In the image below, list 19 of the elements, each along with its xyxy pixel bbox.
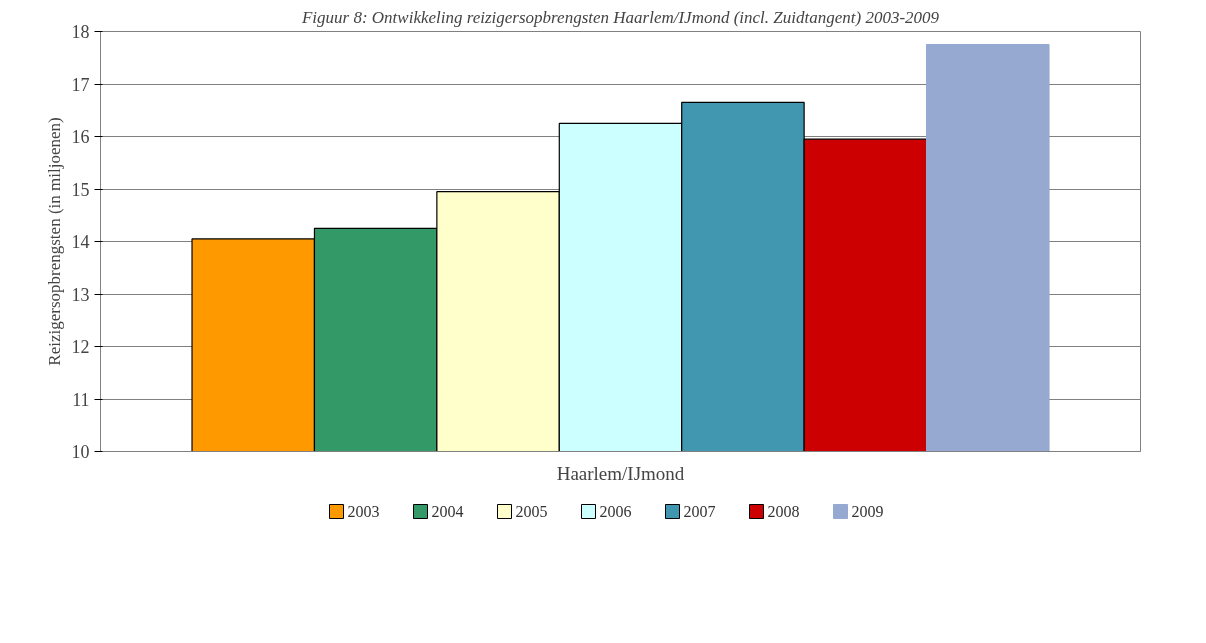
legend-label: 2008 <box>767 503 800 520</box>
legend-label: 2004 <box>431 503 464 520</box>
y-tick-label: 12 <box>71 337 90 357</box>
y-tick-label: 14 <box>71 232 90 252</box>
legend-label: 2006 <box>599 503 632 520</box>
y-axis-title: Reizigersopbrengsten (in miljoenen) <box>44 117 64 366</box>
y-tick-label: 13 <box>71 284 90 305</box>
y-tick-label: 15 <box>71 179 90 200</box>
y-tick-label: 18 <box>71 22 90 42</box>
x-axis-title: Haarlem/IJmond <box>556 462 685 484</box>
chart-title: Figuur 8: Ontwikkeling reizigersopbrengsten Haarlem/IJmond (incl. Zuidtangent) 2003-2009 <box>300 7 940 27</box>
legend-label: 2009 <box>851 503 884 520</box>
legend-label: 2005 <box>515 503 548 520</box>
y-tick-label: 10 <box>71 442 90 462</box>
y-tick-label: 16 <box>71 127 90 147</box>
y-tick-label: 17 <box>71 74 90 95</box>
legend-label: 2003 <box>347 503 380 520</box>
legend-label: 2007 <box>683 503 716 520</box>
y-tick-label: 11 <box>72 389 90 410</box>
